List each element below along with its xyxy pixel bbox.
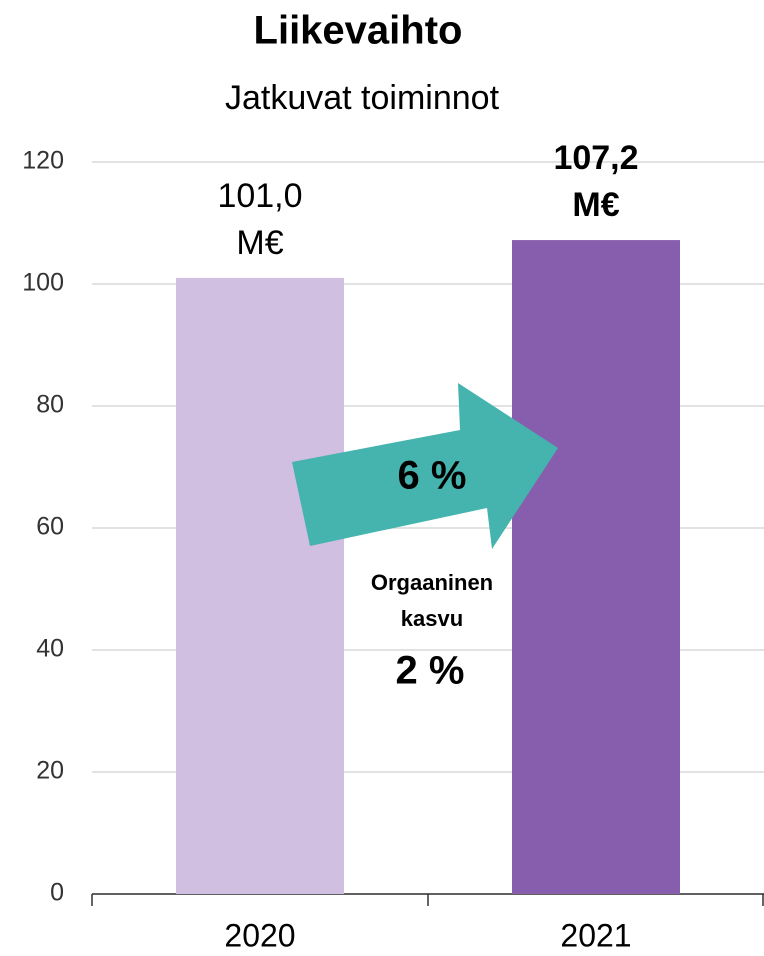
y-tick-label: 60	[36, 513, 64, 541]
chart-subtitle: Jatkuvat toiminnot	[225, 79, 500, 117]
y-tick-label: 120	[22, 147, 64, 175]
y-tick-label: 40	[36, 635, 64, 663]
chart-title: Liikevaihto	[254, 9, 463, 53]
value-label: 107,2 M€	[553, 139, 638, 224]
annotation: 6 %	[398, 454, 467, 498]
growth-arrow	[292, 383, 558, 549]
bar	[176, 277, 344, 894]
x-tick-label: 2021	[560, 917, 631, 953]
x-tick-label: 2020	[224, 917, 295, 953]
bar	[512, 240, 680, 894]
y-tick-label: 80	[36, 391, 64, 419]
y-tick-label: 100	[22, 269, 64, 297]
annotation: Orgaaninen kasvu	[371, 570, 493, 631]
y-tick-label: 0	[50, 879, 64, 907]
annotation: 2 %	[396, 649, 465, 693]
y-tick-label: 20	[36, 757, 64, 785]
value-label: 101,0 M€	[217, 177, 302, 262]
